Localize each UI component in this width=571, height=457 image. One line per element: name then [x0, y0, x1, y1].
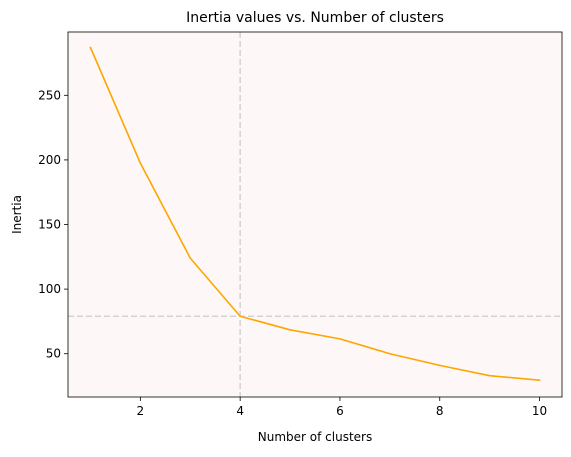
y-axis-label: Inertia: [10, 195, 24, 234]
data-point: [339, 338, 341, 340]
y-tick-label: 150: [38, 218, 61, 232]
data-point: [89, 46, 92, 49]
plot-area-background: [68, 32, 562, 397]
data-point: [289, 329, 291, 331]
data-point: [189, 257, 192, 259]
reference-lines: [68, 32, 562, 397]
chart-title: Inertia values vs. Number of clusters: [186, 10, 444, 26]
x-tick-label: 4: [236, 404, 244, 418]
x-tick-label: 8: [436, 404, 444, 418]
data-point: [488, 374, 491, 377]
x-tick-label: 10: [532, 404, 547, 418]
y-tick-label: 50: [46, 347, 61, 361]
data-point: [389, 352, 391, 355]
x-tick-label: 2: [137, 404, 145, 418]
y-axis-ticks: 50 100 150 200 250: [38, 88, 68, 361]
data-point: [139, 162, 142, 164]
x-tick-label: 6: [336, 404, 344, 418]
x-axis-label: Number of clusters: [258, 430, 372, 444]
y-tick-label: 200: [38, 153, 61, 167]
data-point: [538, 379, 541, 382]
x-axis-ticks: 2 4 6 8 10: [137, 397, 547, 418]
plot-frame: [67, 31, 563, 398]
series-line-0: [89, 46, 541, 382]
y-tick-label: 250: [38, 88, 61, 102]
series-group: [89, 46, 541, 382]
y-tick-label: 100: [38, 282, 61, 296]
data-point: [438, 364, 441, 367]
data-point: [239, 315, 241, 318]
